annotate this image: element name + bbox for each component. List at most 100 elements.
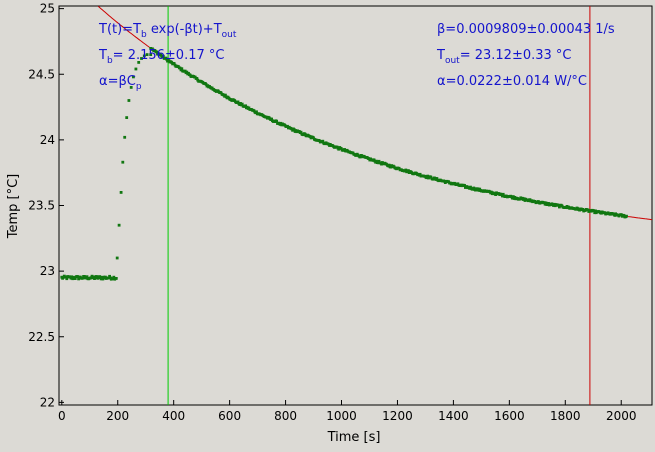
data-point xyxy=(376,161,380,165)
data-point xyxy=(501,192,505,196)
data-point xyxy=(99,275,102,279)
data-point xyxy=(204,83,208,86)
data-point xyxy=(89,276,93,280)
x-tick-label: 400 xyxy=(162,409,185,423)
data-point xyxy=(594,209,597,213)
data-point xyxy=(586,208,590,212)
data-point xyxy=(127,99,131,102)
data-point xyxy=(622,214,626,217)
alpha-value: α=0.0222±0.014 W/°C xyxy=(437,74,587,89)
x-tick-label: 200 xyxy=(106,409,129,423)
beta-value: β=0.0009809±0.00043 1/s xyxy=(437,22,615,37)
data-point xyxy=(73,277,77,280)
data-points xyxy=(60,47,628,281)
data-point xyxy=(581,208,585,211)
data-point xyxy=(625,214,628,218)
data-point xyxy=(522,197,526,201)
data-point xyxy=(511,195,515,198)
x-tick-label: 800 xyxy=(274,409,297,423)
data-point xyxy=(239,102,242,105)
data-point xyxy=(240,102,244,106)
data-point xyxy=(542,201,546,204)
data-point xyxy=(425,176,429,180)
y-tick-label: 22.5 xyxy=(28,330,55,344)
data-point xyxy=(377,159,381,163)
data-point xyxy=(592,209,596,213)
x-tick-label: 600 xyxy=(218,409,241,423)
data-point xyxy=(286,124,289,128)
data-point xyxy=(620,213,623,217)
data-point xyxy=(435,177,439,180)
data-point xyxy=(178,66,182,70)
tb-post: = 2.156±0.17 °C xyxy=(113,48,225,63)
x-tick-label: 1800 xyxy=(550,409,581,423)
data-point xyxy=(107,276,111,280)
data-point xyxy=(387,163,391,167)
data-point xyxy=(172,62,176,65)
data-point xyxy=(553,202,556,206)
data-point xyxy=(337,147,341,151)
fit-equation: T(t)=Tb exp(-βt)+Tout xyxy=(98,22,237,40)
data-point xyxy=(247,106,251,110)
data-point xyxy=(115,256,119,260)
data-point xyxy=(145,53,149,56)
data-point xyxy=(195,77,199,80)
y-tick-label: 25 xyxy=(40,2,55,16)
data-point xyxy=(121,160,125,164)
data-point xyxy=(129,86,133,89)
data-point xyxy=(161,54,165,58)
data-point xyxy=(100,276,104,279)
data-point xyxy=(149,53,153,56)
data-point xyxy=(312,136,315,140)
data-point xyxy=(558,205,561,209)
tout-sub: out xyxy=(445,56,460,66)
data-point xyxy=(90,274,94,278)
data-point xyxy=(64,275,68,279)
fit-curve xyxy=(97,5,653,221)
tb-value: Tb= 2.156±0.17 °C xyxy=(98,48,224,66)
data-point xyxy=(544,201,548,205)
y-tick-label: 23.5 xyxy=(28,199,55,213)
data-point xyxy=(108,274,111,278)
fit-eq-pre: T(t)=T xyxy=(98,22,141,37)
data-point xyxy=(112,275,116,279)
x-tick-label: 0 xyxy=(58,409,66,423)
data-point xyxy=(380,162,383,166)
data-point xyxy=(70,275,74,279)
data-point xyxy=(511,196,514,200)
data-point xyxy=(389,165,393,169)
data-point xyxy=(65,277,69,281)
data-point xyxy=(397,166,401,170)
y-ticks: 22 22.5 23 23.5 24 24.5 25 xyxy=(28,2,64,409)
tb-sub: b xyxy=(107,56,113,66)
y-tick-label: 23 xyxy=(40,264,55,278)
data-point xyxy=(275,119,278,123)
data-point xyxy=(418,172,422,176)
data-point xyxy=(140,57,143,60)
data-point xyxy=(125,116,129,119)
x-tick-label: 1400 xyxy=(438,409,469,423)
data-point xyxy=(142,54,146,58)
data-point xyxy=(339,147,343,150)
data-point xyxy=(165,57,169,61)
data-point xyxy=(119,191,123,194)
data-point xyxy=(101,277,105,281)
data-point xyxy=(463,184,466,187)
data-point xyxy=(95,275,99,279)
data-point xyxy=(76,275,80,278)
y-tick-label: 24 xyxy=(40,133,55,147)
tout-value: Tout= 23.12±0.33 °C xyxy=(436,48,572,66)
data-point xyxy=(613,214,617,217)
data-point xyxy=(85,275,89,279)
data-point xyxy=(244,104,247,108)
data-point xyxy=(472,186,476,190)
data-point xyxy=(137,61,141,64)
y-tick-label: 22 xyxy=(40,395,55,409)
data-point xyxy=(134,67,138,71)
data-point xyxy=(303,132,307,136)
x-tick-label: 2000 xyxy=(606,409,637,423)
data-point xyxy=(224,93,227,97)
tout-post: = 23.12±0.33 °C xyxy=(460,48,572,63)
tb-pre: T xyxy=(98,48,107,63)
